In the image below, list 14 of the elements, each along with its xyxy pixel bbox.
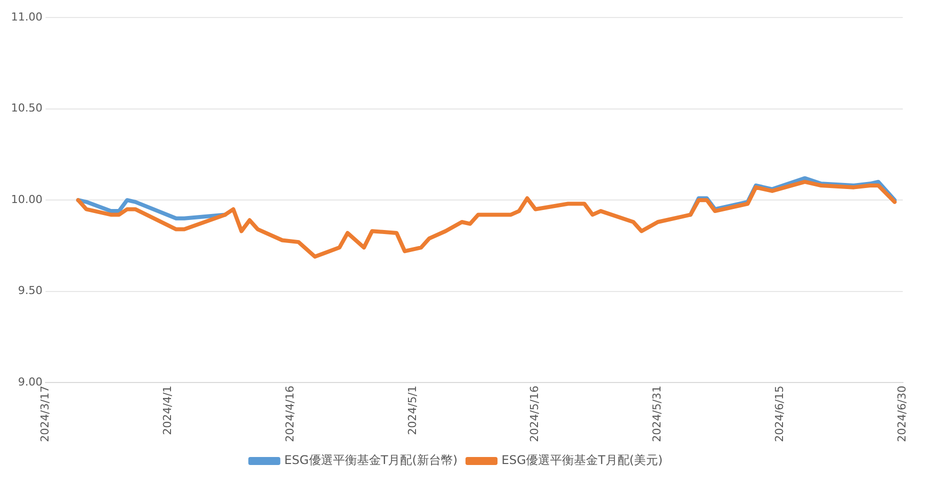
y-tick-label: 11.00	[10, 10, 42, 24]
x-tick-label: 2024/3/17	[38, 386, 52, 442]
x-tick-label: 2024/5/16	[528, 386, 542, 442]
x-tick-label: 2024/5/1	[406, 386, 419, 436]
legend-label: ESG優選平衡基金T月配(新台幣)	[284, 453, 458, 468]
x-tick-label: 2024/4/16	[283, 386, 296, 442]
y-tick-label: 10.50	[10, 102, 42, 115]
x-tick-label: 2024/6/15	[773, 386, 786, 442]
y-tick-label: 9.50	[18, 284, 42, 298]
x-tick-label: 2024/5/31	[650, 386, 664, 442]
x-tick-label: 2024/4/1	[160, 386, 174, 436]
x-tick-label: 2024/6/30	[896, 386, 909, 442]
y-tick-label: 10.00	[10, 192, 42, 206]
legend-label: ESG優選平衡基金T月配(美元)	[502, 453, 663, 468]
